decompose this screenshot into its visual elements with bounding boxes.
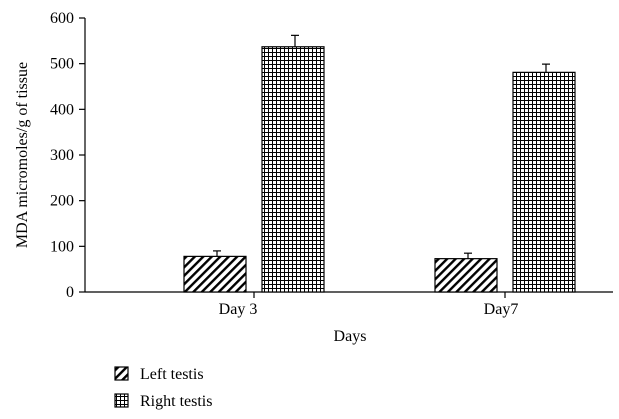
bar-right-testis [512, 71, 576, 293]
bars-group [183, 46, 576, 293]
y-tick-label: 300 [50, 147, 74, 164]
x-tick-label: Day7 [484, 301, 519, 318]
x-tick-label: Day 3 [219, 301, 258, 318]
bar-right-testis [261, 46, 325, 293]
y-tick-label: 500 [50, 56, 74, 73]
y-axis-ticks: 0 100 200 300 400 500 600 [50, 10, 85, 301]
bar-left-testis [434, 258, 498, 293]
x-axis-ticks: Day 3 Day7 [219, 292, 519, 318]
legend-swatch [114, 366, 129, 381]
y-axis-label: MDA micromoles/g of tissue [14, 62, 31, 248]
legend-swatch [114, 393, 129, 408]
legend: Left testis Right testis [114, 366, 212, 410]
y-tick-label: 200 [50, 193, 74, 210]
legend-label: Left testis [140, 366, 204, 383]
y-tick-label: 600 [50, 10, 74, 27]
y-tick-label: 400 [50, 101, 74, 118]
error-bars-group [213, 34, 550, 259]
y-tick-label: 100 [50, 238, 74, 255]
legend-label: Right testis [140, 393, 212, 410]
y-tick-label: 0 [66, 284, 74, 301]
x-axis-label: Days [334, 328, 367, 345]
bar-left-testis [183, 255, 247, 293]
